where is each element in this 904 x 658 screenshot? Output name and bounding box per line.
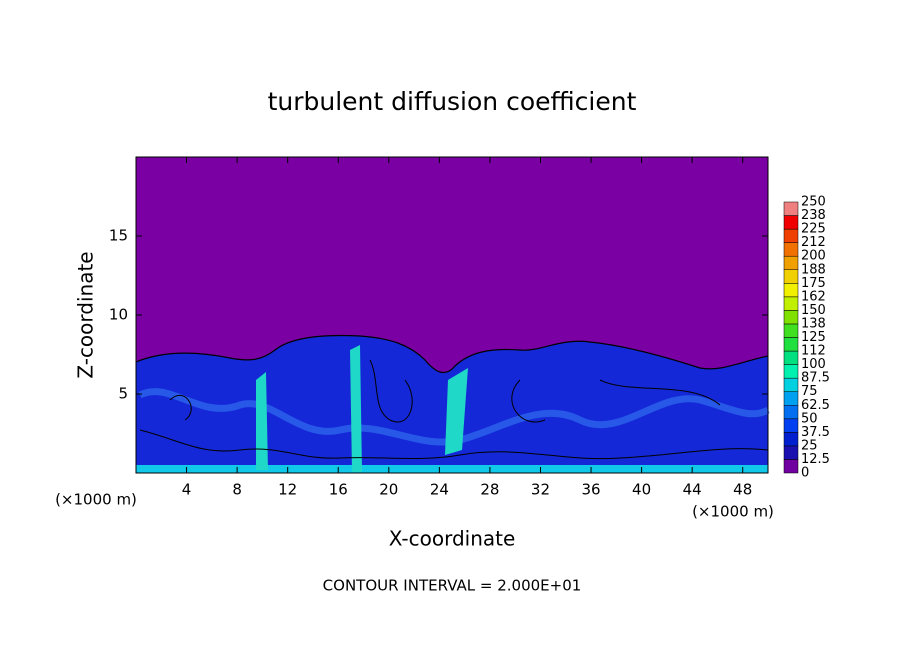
y-tick-label: 10 bbox=[109, 306, 128, 324]
colorbar-label: 0 bbox=[801, 466, 809, 481]
colorbar-cell bbox=[783, 255, 799, 271]
x-tick-label: 12 bbox=[278, 481, 297, 499]
colorbar-label: 50 bbox=[801, 411, 818, 426]
colorbar-cell bbox=[783, 405, 799, 420]
x-tick-label: 8 bbox=[232, 481, 242, 499]
colorbar-cell bbox=[783, 432, 799, 447]
y-axis-label: Z-coordinate bbox=[74, 251, 98, 378]
x-tick-label: 24 bbox=[430, 481, 449, 499]
colorbar-label: 12.5 bbox=[801, 452, 830, 467]
x-tick-label: 32 bbox=[531, 481, 550, 499]
colorbar-label: 100 bbox=[801, 357, 826, 372]
field bbox=[135, 157, 770, 473]
colorbar-label: 138 bbox=[801, 316, 826, 331]
colorbar-label: 87.5 bbox=[801, 371, 830, 386]
colorbar-cell bbox=[783, 391, 799, 406]
x-axis-label: X-coordinate bbox=[389, 527, 516, 551]
colorbar-cell bbox=[783, 364, 799, 379]
colorbar-cell bbox=[783, 228, 799, 243]
colorbar-cell bbox=[783, 418, 799, 433]
x-unit-label: (×1000 m) bbox=[55, 491, 137, 509]
x-unit-label: (×1000 m) bbox=[692, 503, 774, 521]
x-tick-label: 36 bbox=[581, 481, 600, 499]
colorbar-label: 25 bbox=[801, 438, 818, 453]
colorbar-label: 62.5 bbox=[801, 398, 830, 413]
chart-title: turbulent diffusion coefficient bbox=[268, 87, 637, 116]
colorbar-cell bbox=[783, 377, 799, 392]
contour-line bbox=[139, 429, 769, 460]
colorbar: 012.52537.55062.57587.510011212513815016… bbox=[783, 195, 830, 481]
colorbar-label: 75 bbox=[801, 384, 818, 399]
colorbar-cell bbox=[783, 310, 799, 325]
colorbar-cell bbox=[783, 323, 799, 338]
y-tick-label: 5 bbox=[118, 385, 128, 403]
colorbar-label: 150 bbox=[801, 303, 826, 318]
colorbar-cell bbox=[783, 350, 799, 365]
colorbar-cell bbox=[783, 459, 799, 474]
y-tick-label: 15 bbox=[109, 227, 128, 245]
colorbar-cell bbox=[783, 445, 799, 460]
footer-note: CONTOUR INTERVAL = 2.000E+01 bbox=[323, 577, 582, 595]
colorbar-label: 37.5 bbox=[801, 425, 830, 440]
colorbar-label: 212 bbox=[801, 235, 826, 250]
colorbar-label: 175 bbox=[801, 276, 826, 291]
x-tick-label: 48 bbox=[733, 481, 752, 499]
colorbar-cell bbox=[783, 283, 799, 298]
colorbar-label: 238 bbox=[801, 208, 826, 223]
colorbar-label: 162 bbox=[801, 289, 826, 304]
colorbar-label: 225 bbox=[801, 222, 826, 237]
x-tick-label: 20 bbox=[379, 481, 398, 499]
colorbar-cell bbox=[783, 242, 799, 257]
x-tick-label: 44 bbox=[683, 481, 702, 499]
colorbar-label: 188 bbox=[801, 262, 826, 277]
colorbar-label: 200 bbox=[801, 249, 826, 264]
colorbar-label: 250 bbox=[801, 195, 826, 210]
colorbar-label: 125 bbox=[801, 330, 826, 345]
field-surface-layer bbox=[136, 465, 768, 473]
contour-line bbox=[135, 334, 769, 374]
colorbar-cell bbox=[783, 337, 799, 352]
x-tick-label: 40 bbox=[632, 481, 651, 499]
colorbar-label: 112 bbox=[801, 344, 826, 359]
x-tick-label: 28 bbox=[480, 481, 499, 499]
colorbar-cell bbox=[783, 296, 799, 311]
x-tick-label: 4 bbox=[182, 481, 192, 499]
colorbar-cell bbox=[783, 269, 799, 284]
colorbar-cell bbox=[783, 201, 799, 216]
colorbar-cell bbox=[783, 215, 799, 230]
x-tick-label: 16 bbox=[329, 481, 348, 499]
contour-line bbox=[169, 359, 721, 423]
